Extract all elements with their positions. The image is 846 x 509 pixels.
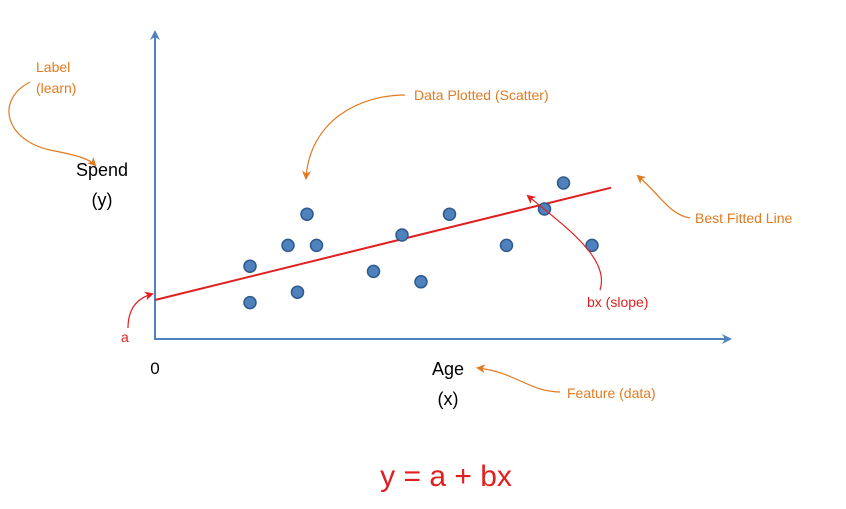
scatter-points bbox=[243, 176, 599, 310]
scatter-point-11 bbox=[499, 238, 514, 253]
scatter-point-13 bbox=[556, 176, 571, 190]
equation: y = a + bx bbox=[380, 460, 512, 493]
scatter-point-10 bbox=[442, 207, 457, 221]
scatter-point-5 bbox=[300, 207, 314, 221]
slope-annotation-arrow bbox=[526, 194, 603, 291]
best-fit-annotation-arrow bbox=[636, 174, 691, 219]
best-fit-line bbox=[154, 186, 612, 301]
slope-annotation: bx (slope) bbox=[587, 294, 648, 310]
x-axis-label-line1: Age bbox=[432, 359, 464, 379]
x-axis-label-line2: (x) bbox=[438, 389, 459, 409]
intercept-label: a bbox=[121, 329, 129, 345]
scatter-point-9 bbox=[414, 275, 428, 289]
feature-annotation: Feature (data) bbox=[567, 385, 656, 401]
y-axis-label-line1: Spend bbox=[76, 160, 128, 180]
y-axis-label-line2: (y) bbox=[92, 190, 113, 210]
scatter-point-7 bbox=[366, 264, 381, 279]
intercept-annotation-arrow bbox=[127, 291, 154, 329]
origin-label: 0 bbox=[150, 359, 159, 378]
feature-annotation-arrow bbox=[476, 364, 561, 393]
scatter-point-1 bbox=[243, 259, 257, 273]
scatter-point-6 bbox=[309, 238, 324, 253]
scatter-point-14 bbox=[585, 238, 599, 253]
scatter-point-4 bbox=[243, 295, 257, 310]
scatter-point-8 bbox=[395, 228, 409, 242]
scatter-annotation-arrow bbox=[301, 94, 406, 180]
data-plotted-annotation: Data Plotted (Scatter) bbox=[414, 87, 549, 103]
label-annotation-line2: (learn) bbox=[36, 80, 76, 96]
scatter-point-2 bbox=[281, 238, 295, 253]
label-annotation-line1: Label bbox=[36, 59, 70, 75]
best-fit-annotation: Best Fitted Line bbox=[695, 210, 792, 226]
label-annotation-arrow bbox=[8, 81, 97, 167]
scatter-point-3 bbox=[290, 285, 305, 299]
